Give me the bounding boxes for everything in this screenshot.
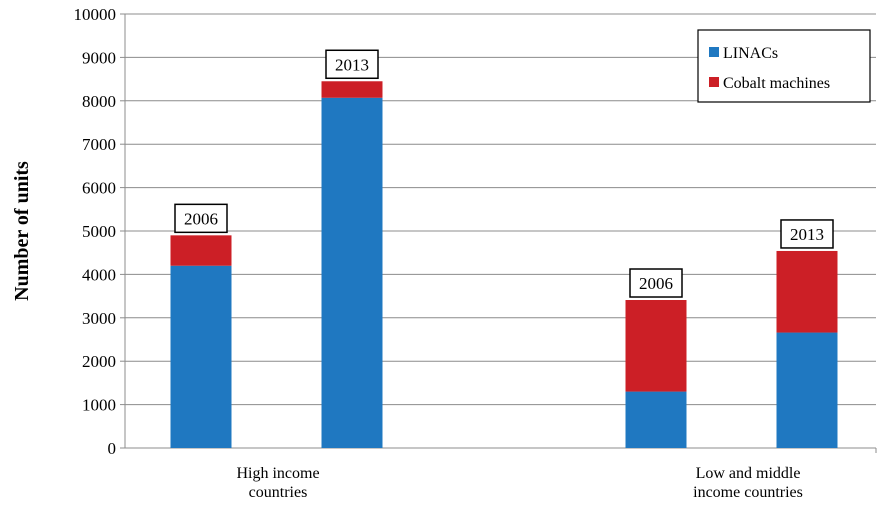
year-label-box: [174, 203, 228, 234]
bar-linacs-2006: [170, 265, 232, 448]
legend: LINACs Cobalt machines: [697, 29, 871, 103]
labels: 2006 2013 High income countries 2006 2013 Low …: [174, 49, 834, 501]
y-tick-label: 8000: [82, 92, 116, 111]
y-tick-label: 3000: [82, 309, 116, 328]
bar-linacs-2013: [776, 332, 838, 448]
bar-linacs-2013: [321, 97, 383, 449]
y-tick-label: 1000: [82, 396, 116, 415]
grid: [125, 13, 876, 406]
legend-swatch: [709, 47, 719, 57]
legend-entry: Cobalt machines: [723, 75, 830, 92]
bar-cobalt-machines-2013: [321, 81, 383, 98]
y-tick-label: 5000: [82, 222, 116, 241]
axes: 0 1000 2000 3000 4000 5000 6000 7000 8000 9000 100…: [11, 5, 877, 458]
category-label: Low and middle: [696, 465, 801, 482]
year-label-box: [629, 268, 683, 298]
y-tick-label: 0: [108, 439, 117, 458]
y-tick-label: 6000: [82, 179, 116, 198]
bar-cobalt-machines-2013: [776, 250, 838, 333]
year-label: 2013: [790, 225, 824, 244]
bars: [170, 81, 838, 449]
y-axis-title: Number of units: [11, 161, 33, 301]
y-tick-label: 10000: [74, 5, 117, 24]
y-tick-label: 7000: [82, 135, 116, 154]
year-label-box: [325, 49, 379, 80]
legend-box: [697, 29, 871, 103]
year-label: 2006: [639, 274, 673, 293]
year-label-box: [780, 219, 834, 249]
category-label: countries: [249, 484, 308, 501]
year-label: 2006: [184, 209, 218, 228]
year-label: 2013: [335, 55, 369, 74]
y-tick-label: 9000: [82, 48, 116, 67]
bar-cobalt-machines-2006: [170, 235, 232, 266]
legend-swatch: [709, 77, 719, 87]
y-tick-label: 4000: [82, 265, 116, 284]
y-tick-label: 2000: [82, 352, 116, 371]
category-label: income countries: [693, 484, 803, 501]
bar-cobalt-machines-2006: [625, 300, 687, 392]
category-label: High income: [236, 465, 319, 482]
bar-linacs-2006: [625, 391, 687, 448]
legend-entry: LINACs: [723, 45, 778, 62]
